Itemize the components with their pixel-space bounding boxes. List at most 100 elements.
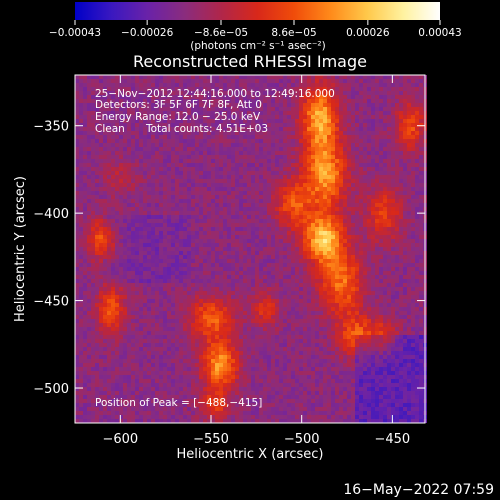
- heatmap-cell: [179, 123, 183, 127]
- heatmap-cell: [115, 151, 119, 155]
- heatmap-cell: [183, 123, 187, 127]
- heatmap-cell: [299, 107, 303, 111]
- heatmap-cell: [319, 215, 323, 219]
- heatmap-cell: [367, 187, 371, 191]
- heatmap-cell: [163, 239, 167, 243]
- heatmap-cell: [339, 231, 343, 235]
- heatmap-cell: [99, 251, 103, 255]
- heatmap-cell: [195, 151, 199, 155]
- heatmap-cell: [107, 227, 111, 231]
- heatmap-cell: [251, 227, 255, 231]
- heatmap-cell: [327, 287, 331, 291]
- heatmap-cell: [219, 103, 223, 107]
- heatmap-cell: [383, 183, 387, 187]
- heatmap-cell: [387, 75, 391, 79]
- heatmap-cell: [303, 251, 307, 255]
- heatmap-cell: [95, 151, 99, 155]
- heatmap-cell: [107, 103, 111, 107]
- heatmap-cell: [279, 171, 283, 175]
- heatmap-cell: [299, 171, 303, 175]
- heatmap-cell: [83, 263, 87, 267]
- heatmap-cell: [319, 83, 323, 87]
- heatmap-cell: [175, 147, 179, 151]
- heatmap-cell: [299, 91, 303, 95]
- heatmap-cell: [127, 283, 131, 287]
- heatmap-cell: [251, 299, 255, 303]
- heatmap-cell: [279, 191, 283, 195]
- heatmap-cell: [275, 119, 279, 123]
- heatmap-cell: [247, 75, 251, 79]
- heatmap-cell: [279, 231, 283, 235]
- heatmap-cell: [387, 139, 391, 143]
- heatmap-cell: [203, 155, 207, 159]
- heatmap-cell: [371, 103, 375, 107]
- heatmap-cell: [227, 115, 231, 119]
- heatmap-cell: [275, 223, 279, 227]
- heatmap-cell: [407, 107, 411, 111]
- heatmap-cell: [411, 115, 415, 119]
- heatmap-cell: [295, 167, 299, 171]
- heatmap-cell: [207, 127, 211, 131]
- heatmap-cell: [179, 179, 183, 183]
- heatmap-cell: [391, 159, 395, 163]
- heatmap-cell: [75, 167, 79, 171]
- heatmap-cell: [359, 255, 363, 259]
- heatmap-cell: [391, 191, 395, 195]
- heatmap-cell: [327, 215, 331, 219]
- heatmap-cell: [167, 191, 171, 195]
- heatmap-cell: [419, 163, 423, 167]
- heatmap-cell: [275, 151, 279, 155]
- heatmap-cell: [115, 139, 119, 143]
- heatmap-cell: [127, 263, 131, 267]
- heatmap-cell: [199, 187, 203, 191]
- heatmap-cell: [251, 123, 255, 127]
- heatmap-cell: [187, 231, 191, 235]
- heatmap-cell: [111, 103, 115, 107]
- heatmap-cell: [199, 215, 203, 219]
- heatmap-cell: [167, 247, 171, 251]
- heatmap-cell: [247, 215, 251, 219]
- heatmap-cell: [371, 175, 375, 179]
- heatmap-cell: [363, 119, 367, 123]
- heatmap-cell: [239, 263, 243, 267]
- heatmap-cell: [291, 99, 295, 103]
- heatmap-cell: [83, 159, 87, 163]
- heatmap-cell: [111, 79, 115, 83]
- heatmap-cell: [91, 191, 95, 195]
- heatmap-cell: [119, 83, 123, 87]
- heatmap-cell: [111, 227, 115, 231]
- heatmap-cell: [119, 115, 123, 119]
- heatmap-cell: [75, 255, 79, 259]
- heatmap-cell: [151, 135, 155, 139]
- heatmap-cell: [395, 231, 399, 235]
- heatmap-cell: [155, 183, 159, 187]
- heatmap-cell: [271, 227, 275, 231]
- heatmap-cell: [291, 251, 295, 255]
- heatmap-cell: [347, 207, 351, 211]
- heatmap-cell: [287, 123, 291, 127]
- heatmap-cell: [87, 219, 91, 223]
- heatmap-cell: [255, 211, 259, 215]
- heatmap-cell: [131, 247, 135, 251]
- colorbar-unit-label: (photons cm⁻² s⁻¹ asec⁻²): [190, 40, 325, 52]
- heatmap-cell: [367, 159, 371, 163]
- heatmap-cell: [75, 235, 79, 239]
- heatmap-cell: [235, 159, 239, 163]
- heatmap-cell: [319, 103, 323, 107]
- heatmap-cell: [279, 143, 283, 147]
- heatmap-cell: [259, 219, 263, 223]
- heatmap-cell: [259, 243, 263, 247]
- heatmap-cell: [339, 259, 343, 263]
- heatmap-cell: [75, 83, 79, 87]
- heatmap-cell: [119, 251, 123, 255]
- heatmap-cell: [255, 87, 259, 91]
- heatmap-cell: [143, 139, 147, 143]
- heatmap-cell: [187, 271, 191, 275]
- heatmap-cell: [99, 227, 103, 231]
- heatmap-cell: [371, 227, 375, 231]
- heatmap-cell: [371, 203, 375, 207]
- heatmap-cell: [271, 271, 275, 275]
- heatmap-cell: [139, 175, 143, 179]
- heatmap-cell: [75, 271, 79, 275]
- heatmap-cell: [379, 287, 383, 291]
